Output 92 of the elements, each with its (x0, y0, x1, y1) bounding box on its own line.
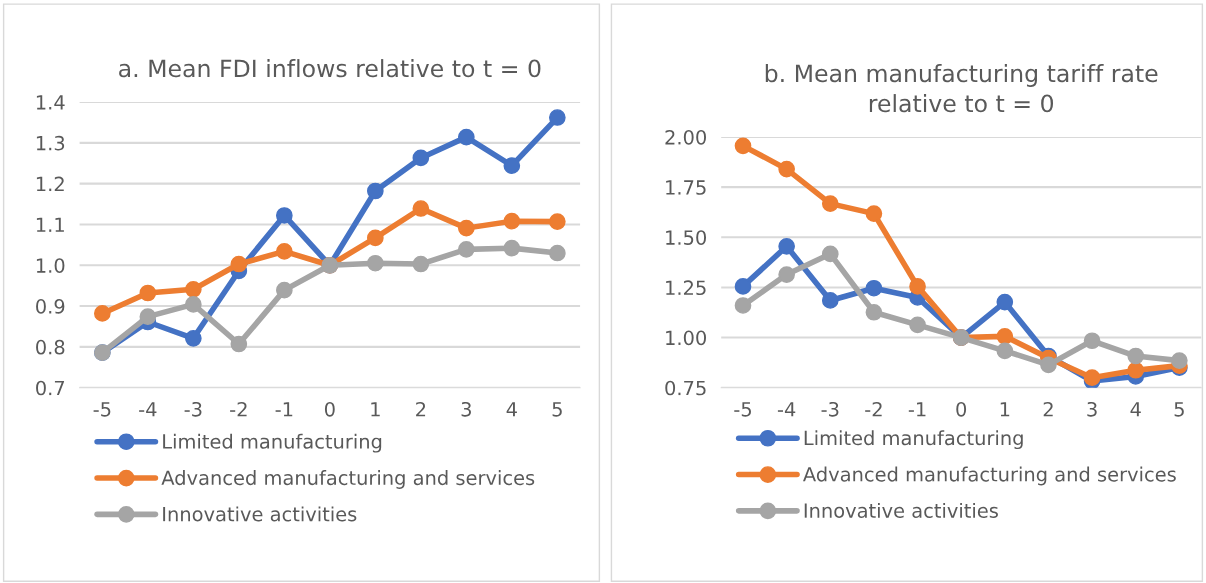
x-tick-label: 3 (461, 401, 471, 417)
point (909, 278, 926, 295)
y-tick-label: 0.9 (36, 299, 65, 314)
legend-label: Limited manufacturing (804, 430, 1023, 450)
point (549, 213, 566, 230)
point (276, 243, 293, 260)
point (185, 281, 202, 298)
point (996, 328, 1014, 345)
point (549, 244, 566, 262)
point (458, 241, 475, 258)
y-tick-label: 1.75 (666, 180, 706, 195)
point (412, 149, 430, 167)
x-tick-label: -1 (275, 402, 293, 417)
y-tick-label: 1.4 (36, 95, 65, 110)
point (1171, 352, 1188, 369)
y-tick-label: 1.1 (36, 217, 64, 232)
legend-label: Advanced manufacturing and services (803, 466, 1176, 486)
y-tick-label: 0.75 (665, 380, 706, 396)
x-tick-label: -2 (230, 401, 247, 417)
point (549, 109, 566, 126)
x-tick-label: -1 (908, 402, 926, 417)
x-tick-label: -3 (184, 401, 202, 417)
y-tick-label: 1.50 (666, 230, 707, 245)
point (996, 342, 1014, 360)
y-tick-label: 1.25 (666, 280, 706, 296)
x-tick-label: 4 (506, 402, 517, 417)
point (1127, 361, 1145, 379)
y-tick-label: 1.00 (666, 330, 707, 346)
point (367, 229, 384, 247)
point (230, 255, 248, 273)
y-tick-label: 0.7 (36, 380, 65, 396)
point (1083, 332, 1101, 350)
x-tick-label: 2 (1043, 401, 1053, 417)
point (367, 254, 384, 272)
point (865, 303, 883, 321)
x-tick-label: -5 (734, 402, 751, 417)
point (412, 200, 430, 217)
x-tick-label: -5 (93, 402, 111, 417)
x-tick-label: 2 (416, 401, 426, 417)
y-tick-label: 1.2 (36, 176, 64, 192)
y-tick-label: 2.00 (665, 129, 707, 145)
x-tick-label: 4 (1130, 402, 1141, 417)
point (276, 207, 293, 224)
x-tick-label: -4 (139, 402, 157, 417)
chart-title: b. Mean manufacturing tariff rate relative to t = 0 (765, 64, 1158, 113)
point (412, 255, 430, 273)
point (276, 281, 293, 299)
x-tick-label: 0 (324, 401, 335, 417)
point (865, 205, 883, 222)
chart-title: a. Mean FDI inflows relative to t = 0 (119, 59, 541, 78)
y-tick-label: 0.8 (36, 339, 65, 355)
point (139, 284, 157, 302)
point (139, 308, 157, 326)
x-tick-label: 5 (1174, 402, 1184, 417)
point (821, 292, 839, 309)
x-tick-label: 1 (1000, 402, 1010, 417)
x-tick-label: 5 (552, 402, 562, 417)
point (778, 266, 795, 283)
point (94, 305, 111, 322)
legend-label: Limited manufacturing (163, 433, 382, 453)
point (230, 335, 248, 353)
legend-label: Innovative activities (804, 502, 998, 518)
point (458, 128, 475, 146)
x-tick-label: 0 (956, 401, 967, 417)
y-tick-label: 1.3 (36, 135, 65, 151)
point (1127, 347, 1145, 365)
y-tick-label: 1.0 (36, 258, 65, 273)
legend-label: Advanced manufacturing and services (161, 470, 535, 489)
point (1040, 356, 1057, 374)
x-tick-label: 1 (371, 402, 380, 417)
x-tick-label: -3 (821, 401, 839, 417)
point (503, 239, 521, 257)
point (996, 293, 1014, 311)
point (734, 278, 752, 295)
legend-label: Innovative activities (163, 506, 357, 522)
point (367, 182, 384, 200)
point (458, 219, 475, 237)
point (778, 160, 795, 178)
point (503, 157, 521, 175)
point (734, 297, 752, 314)
point (909, 316, 926, 334)
point (865, 279, 883, 297)
point (821, 245, 839, 263)
point (185, 329, 202, 347)
x-tick-label: -4 (777, 402, 796, 417)
point (821, 195, 839, 212)
point (734, 137, 752, 155)
x-tick-label: 3 (1087, 401, 1097, 417)
point (185, 296, 202, 313)
x-tick-label: -2 (865, 401, 882, 417)
point (778, 237, 795, 255)
point (503, 212, 521, 230)
